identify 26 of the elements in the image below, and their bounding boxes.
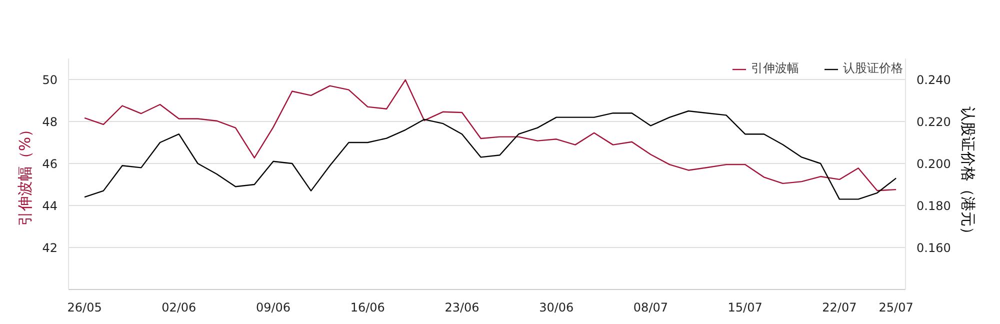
y-tick-label: 44 [42, 199, 58, 213]
x-tick-label: 30/06 [539, 300, 574, 314]
y2-tick-label: 0.240 [916, 73, 951, 87]
y2-tick-label: 0.200 [916, 157, 951, 171]
line-series [84, 79, 897, 192]
y-tick-label: 42 [42, 241, 58, 255]
x-tick-label: 23/06 [444, 300, 480, 314]
x-tick-label: 22/07 [822, 300, 857, 314]
y2-tick-label: 0.160 [916, 241, 951, 255]
x-tick-label: 09/06 [256, 300, 291, 314]
legend-label: 认股证价格 [843, 60, 903, 77]
x-tick-label: 26/05 [67, 300, 102, 314]
line-series [84, 110, 897, 200]
x-tick-label: 02/06 [162, 300, 196, 314]
y-tick-label: 48 [42, 115, 58, 129]
y-axis-title: 引伸波幅（%） [16, 122, 34, 226]
x-tick-label: 08/07 [633, 300, 668, 314]
y-tick-label: 50 [42, 73, 58, 87]
legend-label: 引伸波幅 [751, 60, 799, 77]
x-tick-label: 16/06 [350, 300, 385, 314]
x-tick-label: 15/07 [728, 300, 762, 314]
y2-tick-label: 0.180 [916, 199, 951, 213]
y2-axis-title: 认股证价格（港元） [958, 106, 977, 242]
y2-tick-label: 0.220 [916, 115, 951, 129]
y-tick-label: 46 [42, 157, 58, 171]
x-tick-label: 25/07 [878, 300, 914, 314]
